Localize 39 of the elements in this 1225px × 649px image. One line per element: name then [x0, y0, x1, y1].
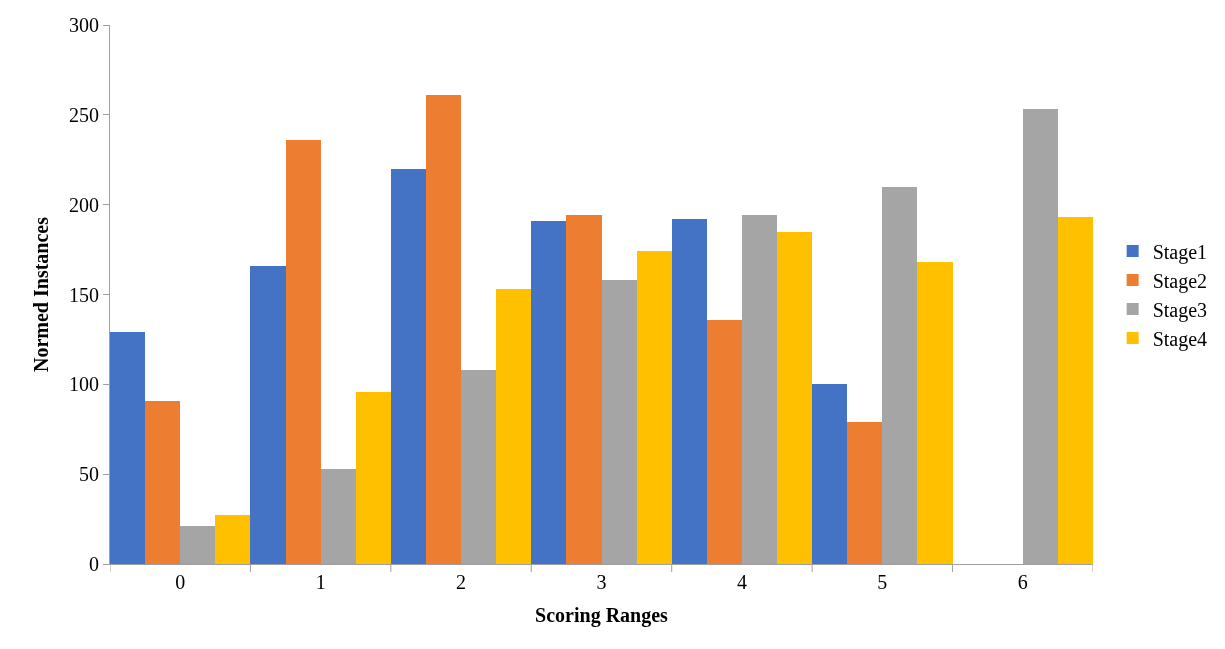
bar: [566, 215, 602, 564]
y-tick-label: 150: [69, 283, 99, 306]
bar: [917, 262, 953, 564]
bar: [707, 320, 742, 564]
legend-label: Stage3: [1152, 298, 1208, 322]
x-axis-title: Scoring Ranges: [535, 603, 669, 627]
x-tick-label: 1: [315, 571, 326, 593]
bar: [1058, 217, 1093, 564]
bar: [637, 251, 672, 564]
bar: [426, 95, 461, 564]
x-tick-label: 3: [596, 571, 607, 593]
bar: [356, 392, 391, 564]
y-tick-label: 100: [69, 373, 99, 396]
y-tick-label: 50: [79, 463, 99, 486]
legend-label: Stage1: [1152, 240, 1208, 264]
x-tick-label: 4: [736, 571, 747, 593]
bar: [777, 232, 812, 564]
bar: [145, 401, 180, 564]
bar: [391, 169, 426, 564]
bar: [531, 221, 566, 564]
bar: [250, 266, 286, 564]
x-tick-label: 2: [456, 571, 467, 593]
y-tick-label: 0: [89, 553, 99, 575]
bar: [496, 289, 531, 564]
legend-label: Stage4: [1152, 327, 1208, 351]
y-tick-label: 300: [69, 14, 99, 36]
x-tick-label: 5: [877, 571, 888, 593]
bar: [847, 422, 882, 564]
legend-label: Stage2: [1152, 269, 1208, 293]
y-tick-label: 200: [69, 193, 99, 216]
bar: [286, 140, 321, 564]
bar: [672, 219, 707, 564]
y-axis-title: Normed Instances: [29, 216, 52, 372]
y-tick-label: 250: [69, 103, 99, 126]
x-tick-label: 0: [175, 571, 186, 593]
bar: [110, 332, 145, 564]
bar: [812, 384, 847, 564]
x-tick-label: 6: [1017, 571, 1028, 593]
bar: [215, 515, 250, 564]
